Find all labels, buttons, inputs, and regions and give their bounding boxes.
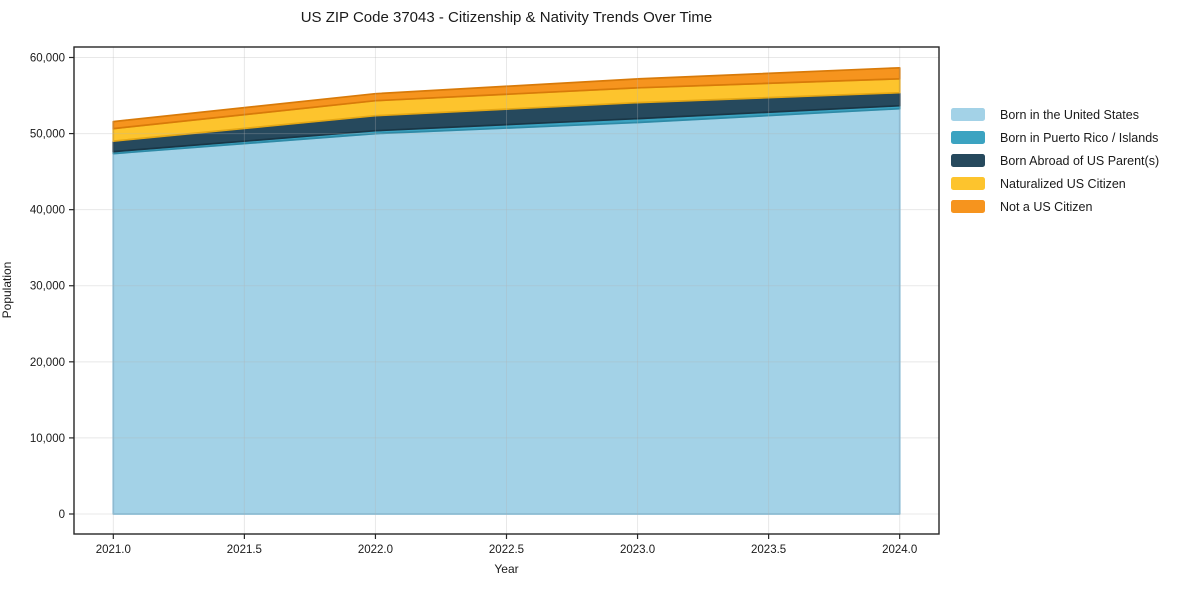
legend-swatch [951,108,985,121]
legend-swatch [951,177,985,190]
legend-label: Born in Puerto Rico / Islands [1000,130,1159,145]
x-tick-label: 2023.0 [620,544,655,556]
y-tick-label: 10,000 [30,433,65,445]
y-tick-label: 50,000 [30,129,65,141]
x-tick-label: 2022.0 [358,544,393,556]
legend-swatch [951,154,985,167]
legend-label: Born Abroad of US Parent(s) [1000,153,1160,168]
y-tick-label: 60,000 [30,52,65,64]
legend-swatch [951,131,985,144]
legend-label: Not a US Citizen [1000,199,1093,214]
legend-label: Naturalized US Citizen [1000,176,1126,191]
legend: Born in the United States Born in Puerto … [951,103,1159,218]
legend-label: Born in the United States [1000,107,1139,122]
x-tick-label: 2023.5 [751,544,786,556]
x-tick-label: 2021.5 [227,544,262,556]
legend-entry-1: Born in Puerto Rico / Islands [951,126,1159,149]
x-tick-label: 2024.0 [882,544,917,556]
x-tick-label: 2022.5 [489,544,524,556]
legend-entry-4: Not a US Citizen [951,195,1159,218]
legend-entry-3: Naturalized US Citizen [951,172,1159,195]
x-axis-label: Year [494,562,519,576]
chart-title: US ZIP Code 37043 - Citizenship & Nativi… [300,9,713,26]
legend-entry-2: Born Abroad of US Parent(s) [951,149,1159,172]
y-tick-label: 20,000 [30,357,65,369]
y-tick-label: 40,000 [30,205,65,217]
legend-swatch [951,200,985,213]
y-axis-label: Population [0,261,14,319]
legend-entry-0: Born in the United States [951,103,1159,126]
y-tick-label: 0 [59,509,65,521]
area-series-4 [112,66,901,130]
x-tick-label: 2021.0 [96,544,131,556]
y-tick-label: 30,000 [30,281,65,293]
